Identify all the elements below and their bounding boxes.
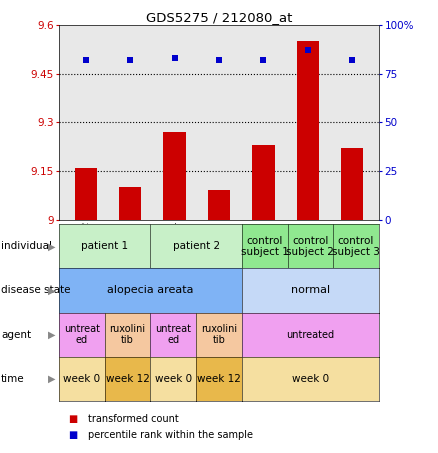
Text: normal: normal: [291, 285, 330, 295]
Text: week 0: week 0: [155, 374, 192, 384]
Text: ruxolini
tib: ruxolini tib: [110, 324, 146, 346]
Bar: [74, 168, 97, 220]
Text: GDS5275 / 212080_at: GDS5275 / 212080_at: [146, 11, 292, 24]
Text: individual: individual: [1, 241, 52, 251]
Point: [127, 56, 134, 63]
Text: patient 2: patient 2: [173, 241, 220, 251]
Bar: [208, 190, 230, 220]
Text: time: time: [1, 374, 25, 384]
Text: week 0: week 0: [292, 374, 329, 384]
Bar: [341, 148, 364, 220]
Text: week 12: week 12: [197, 374, 241, 384]
Text: ruxolini
tib: ruxolini tib: [201, 324, 237, 346]
Point: [215, 56, 223, 63]
Text: transformed count: transformed count: [88, 414, 178, 424]
Text: ▶: ▶: [48, 241, 56, 251]
Text: control
subject 1: control subject 1: [241, 236, 289, 257]
Bar: [163, 132, 186, 220]
Text: percentile rank within the sample: percentile rank within the sample: [88, 430, 253, 440]
Point: [171, 54, 178, 62]
Text: untreat
ed: untreat ed: [64, 324, 100, 346]
Point: [304, 47, 311, 54]
Text: ▶: ▶: [48, 285, 56, 295]
Text: untreated: untreated: [286, 330, 335, 340]
Text: control
subject 3: control subject 3: [332, 236, 380, 257]
Text: ▶: ▶: [48, 330, 56, 340]
Point: [260, 56, 267, 63]
Text: disease state: disease state: [1, 285, 71, 295]
Text: alopecia areata: alopecia areata: [107, 285, 194, 295]
Point: [349, 56, 356, 63]
Text: ■: ■: [68, 430, 77, 440]
Text: week 0: week 0: [64, 374, 101, 384]
Text: agent: agent: [1, 330, 31, 340]
Text: control
subject 2: control subject 2: [286, 236, 334, 257]
Text: untreat
ed: untreat ed: [155, 324, 191, 346]
Text: patient 1: patient 1: [81, 241, 128, 251]
Bar: [297, 41, 319, 220]
Text: week 12: week 12: [106, 374, 150, 384]
Bar: [252, 145, 275, 220]
Text: ▶: ▶: [48, 374, 56, 384]
Text: ■: ■: [68, 414, 77, 424]
Bar: [119, 187, 141, 220]
Point: [82, 56, 89, 63]
